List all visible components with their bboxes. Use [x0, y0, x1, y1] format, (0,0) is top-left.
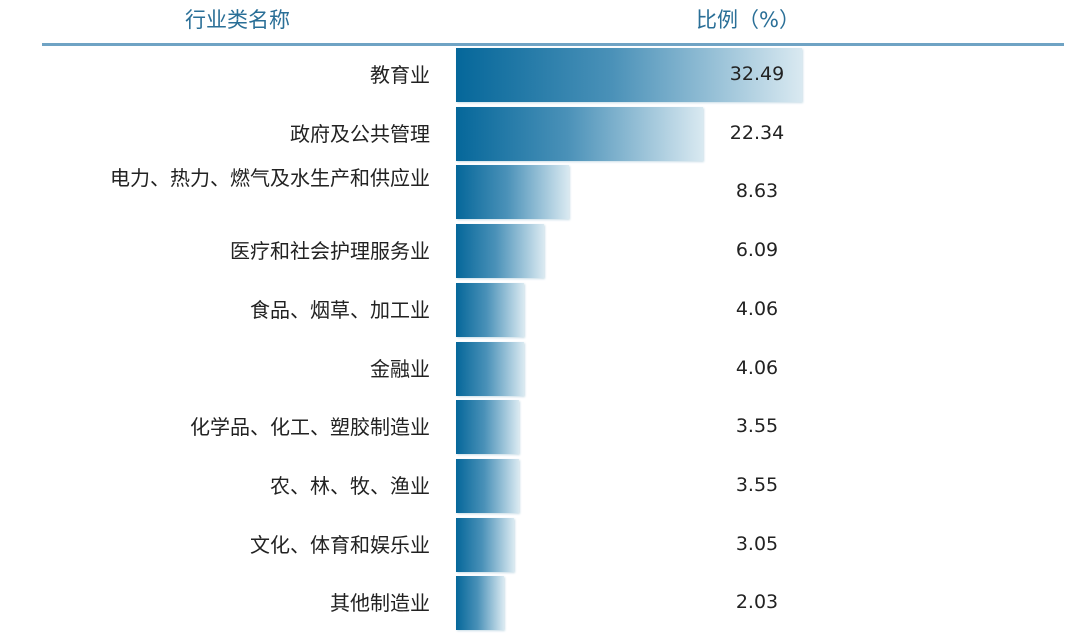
category-label: 医疗和社会护理服务业 [230, 239, 430, 264]
header-name-column: 行业类名称 [185, 8, 290, 32]
value-label: 32.49 [729, 63, 785, 85]
category-label: 化学品、化工、塑胶制造业 [190, 415, 430, 440]
bar [456, 224, 544, 279]
category-label: 文化、体育和娱乐业 [250, 532, 430, 557]
value-label: 4.06 [735, 356, 779, 379]
value-label: 4.06 [735, 297, 779, 320]
header-divider [42, 43, 1064, 46]
value-label: 22.34 [729, 121, 785, 144]
bar [456, 517, 514, 572]
category-label: 政府及公共管理 [290, 121, 430, 146]
value-label: 6.09 [735, 239, 779, 262]
header-ratio-column: 比例（%） [696, 8, 800, 32]
bar [456, 48, 803, 102]
category-label: 其他制造业 [330, 591, 430, 616]
category-label: 电力、热力、燃气及水生产和供应业 [110, 166, 430, 191]
value-label: 3.55 [735, 473, 779, 496]
bar [456, 341, 524, 396]
bar [456, 165, 569, 220]
bar [456, 282, 524, 337]
bar [456, 576, 504, 631]
bar [456, 106, 703, 161]
value-label: 8.63 [735, 180, 779, 203]
category-label: 金融业 [370, 356, 430, 381]
bar [456, 400, 519, 455]
value-label: 3.55 [735, 415, 779, 438]
value-label: 2.03 [735, 591, 779, 614]
category-label: 农、林、牧、渔业 [270, 473, 430, 498]
category-label: 食品、烟草、加工业 [250, 297, 430, 322]
category-label: 教育业 [370, 63, 430, 87]
bar [456, 458, 519, 513]
value-label: 3.05 [735, 532, 779, 555]
